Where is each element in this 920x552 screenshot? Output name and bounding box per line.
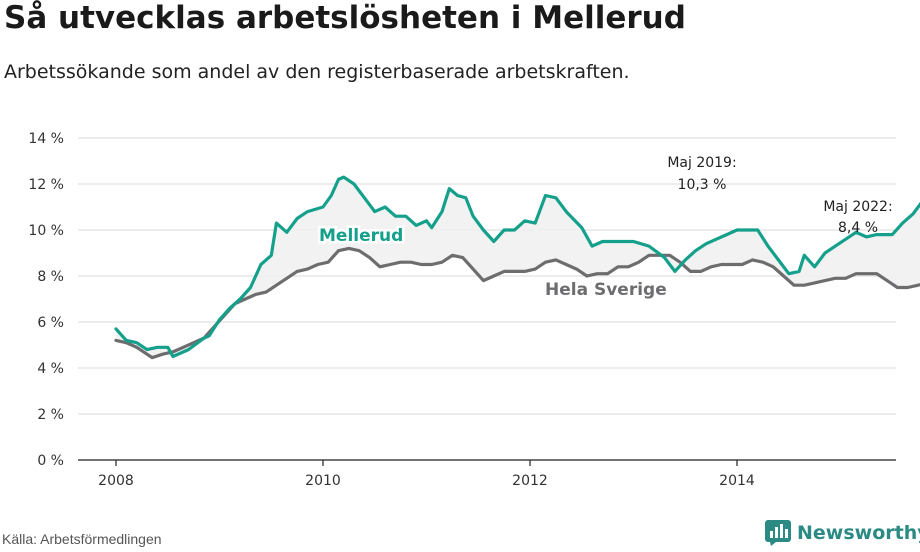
series-line-hela-sverige [114,246,920,360]
grid-lines [78,137,896,461]
series-labels: Mellerud Hela Sverige [317,224,670,303]
annotations: Maj 2019: 10,3 % Maj 2022: 8,4 % [667,155,892,236]
y-tick-label: 14 % [28,131,64,147]
newsworthy-logo[interactable]: Newsworthy [765,520,920,546]
x-tick-label: 2008 [98,473,134,489]
source-note: Källa: Arbetsförmedlingen [2,531,162,547]
series-label-hela-sverige: Hela Sverige [545,280,667,300]
annotation-maj-2019-label: Maj 2019: [667,155,736,171]
x-tick-label: 2010 [305,473,341,489]
series-label-mellerud: Mellerud [319,226,403,246]
y-tick-label: 0 % [37,453,64,469]
chart-subtitle: Arbetssökande som andel av den registerb… [4,61,630,83]
series-line-mellerud [114,175,920,359]
annotation-maj-2022-value: 8,4 % [838,220,878,236]
x-axis: 20082010201220142016201820202022 [98,460,755,489]
y-tick-label: 12 % [28,177,64,193]
y-tick-label: 2 % [37,407,64,423]
x-tick-label: 2012 [512,473,548,489]
y-tick-label: 6 % [37,315,64,331]
newsworthy-icon [765,520,791,546]
y-tick-label: 4 % [37,361,64,377]
difference-band [116,177,920,358]
y-tick-label: 10 % [28,223,64,239]
brand-name: Newsworthy [797,522,920,544]
y-tick-label: 8 % [37,269,64,285]
annotation-maj-2019-value: 10,3 % [678,177,727,193]
x-tick-label: 2014 [719,473,755,489]
annotation-maj-2022-label: Maj 2022: [823,199,892,215]
chart-title: Så utvecklas arbetslösheten i Mellerud [4,0,686,36]
y-axis-tick-labels: 0 % 2 % 4 % 6 % 8 % 10 % 12 % 14 % [28,131,64,469]
